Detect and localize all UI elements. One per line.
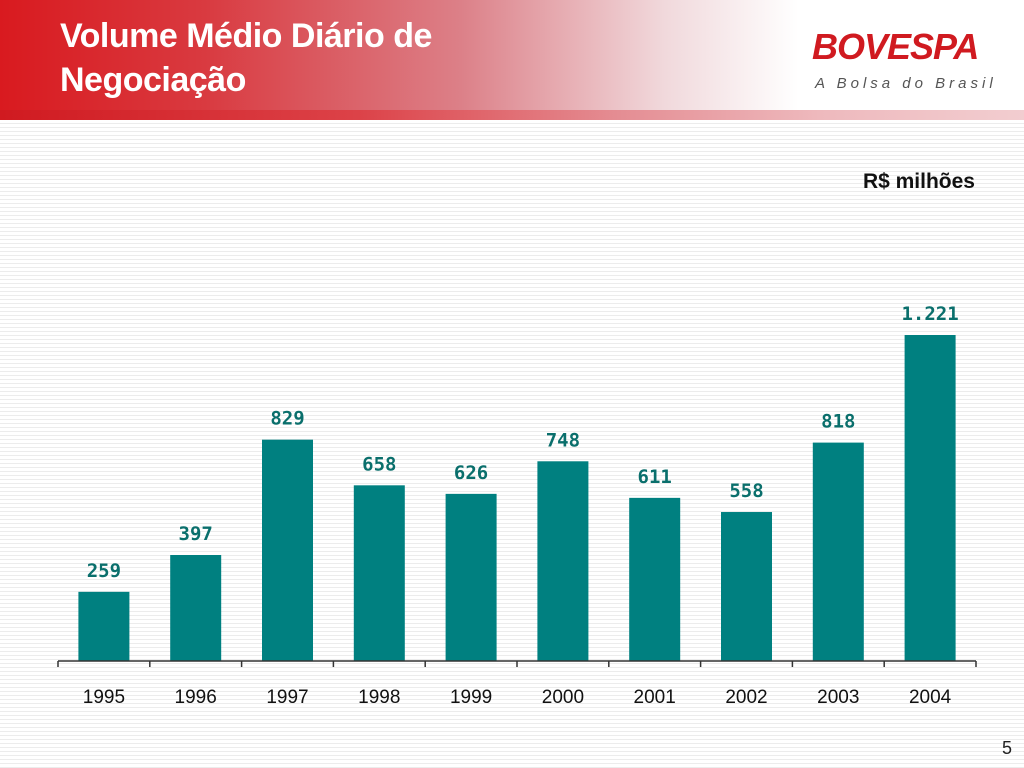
x-tick-label-1997: 1997 — [266, 687, 308, 708]
bar-1995 — [78, 591, 130, 661]
data-label-1998: 658 — [362, 453, 396, 475]
unit-label: R$ milhões — [862, 170, 975, 193]
bovespa-logo: BOVESPA — [812, 27, 979, 67]
data-label-2000: 748 — [546, 429, 580, 451]
bar-1996 — [170, 555, 222, 661]
x-tick-label-1998: 1998 — [358, 687, 400, 708]
data-label-2003: 818 — [821, 411, 855, 433]
x-tick-label-2003: 2003 — [817, 687, 859, 708]
bar-2004 — [904, 335, 956, 661]
header-divider — [0, 110, 1024, 120]
x-tick-label-1996: 1996 — [175, 687, 217, 708]
slide-title: Volume Médio Diário de Negociação — [60, 17, 432, 99]
data-label-1996: 397 — [179, 523, 213, 545]
bar-2003 — [812, 442, 864, 661]
header: Volume Médio Diário de Negociação BOVESP… — [0, 0, 1024, 120]
bar-2001 — [629, 497, 681, 661]
x-tick-label-1999: 1999 — [450, 687, 492, 708]
data-label-1995: 259 — [87, 560, 121, 582]
header-gradient-band — [0, 0, 1024, 110]
x-tick-label-2000: 2000 — [542, 687, 584, 708]
data-label-2001: 611 — [638, 466, 672, 488]
data-label-2002: 558 — [729, 480, 763, 502]
brand-tagline: A Bolsa do Brasil — [815, 75, 997, 92]
data-label-1999: 626 — [454, 462, 488, 484]
bar-2002 — [721, 512, 772, 661]
data-label-2004: 1.221 — [901, 303, 958, 325]
bar-1999 — [445, 493, 497, 661]
x-tick-label-2001: 2001 — [634, 687, 676, 708]
bar-1997 — [262, 439, 313, 661]
x-tick-label-2004: 2004 — [909, 687, 952, 708]
bar-2000 — [537, 461, 589, 661]
x-tick-label-2002: 2002 — [725, 687, 767, 708]
page-number: 5 — [1001, 738, 1012, 758]
bar-1998 — [353, 485, 405, 661]
x-tick-label-1995: 1995 — [83, 687, 125, 708]
data-label-1997: 829 — [270, 408, 304, 430]
svg-text:BOVESPA: BOVESPA — [812, 27, 978, 67]
